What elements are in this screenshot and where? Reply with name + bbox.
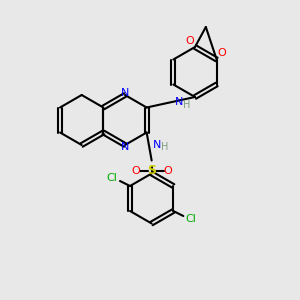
Text: O: O bbox=[163, 166, 172, 176]
Text: N: N bbox=[153, 140, 161, 149]
Text: O: O bbox=[131, 166, 140, 176]
Text: N: N bbox=[121, 142, 129, 152]
Text: O: O bbox=[186, 36, 194, 46]
Text: N: N bbox=[121, 88, 129, 98]
Text: S: S bbox=[147, 164, 156, 177]
Text: Cl: Cl bbox=[186, 214, 197, 224]
Text: H: H bbox=[161, 142, 169, 152]
Text: H: H bbox=[183, 100, 190, 110]
Text: Cl: Cl bbox=[106, 173, 117, 183]
Text: O: O bbox=[217, 49, 226, 58]
Text: N: N bbox=[175, 97, 183, 107]
